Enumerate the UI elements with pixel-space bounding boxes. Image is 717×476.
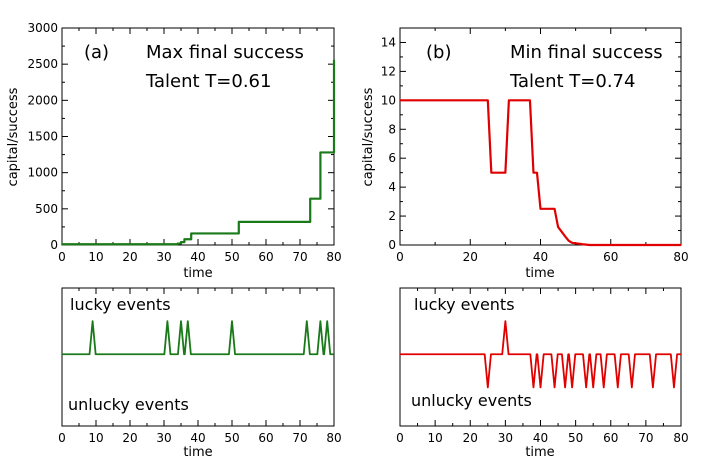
x-tick-label: 50 bbox=[568, 431, 583, 445]
lucky-events-label: lucky events bbox=[70, 295, 171, 314]
annotation-talent: Talent T=0.74 bbox=[509, 71, 635, 92]
x-axis-title: time bbox=[525, 445, 554, 460]
series-marks bbox=[400, 99, 681, 247]
y-tick-label: 3000 bbox=[27, 21, 58, 35]
x-tick-label: 30 bbox=[498, 431, 513, 445]
y-tick-label: 2 bbox=[388, 209, 396, 223]
series-line bbox=[62, 59, 336, 246]
x-tick-label: 30 bbox=[156, 431, 171, 445]
x-tick-label: 40 bbox=[190, 431, 205, 445]
unlucky-events-label: unlucky events bbox=[68, 395, 189, 414]
ticks: 0 10 20 30 40 50 60 70 80 bbox=[58, 288, 342, 445]
x-tick-label: 20 bbox=[122, 250, 137, 264]
x-tick-label: 0 bbox=[396, 250, 404, 264]
events-line bbox=[400, 320, 681, 389]
y-tick-label: 12 bbox=[381, 64, 396, 78]
x-tick-label: 80 bbox=[673, 431, 688, 445]
series-marks bbox=[62, 59, 336, 246]
annotation-talent: Talent T=0.61 bbox=[145, 71, 271, 92]
x-tick-label: 50 bbox=[224, 431, 239, 445]
x-tick-label: 60 bbox=[603, 431, 618, 445]
y-tick-label: 0 bbox=[388, 238, 396, 252]
panel-a-success-chart: 0 10 20 30 40 50 60 70 80 0 500 1000 1500 2000 2500 300… bbox=[6, 21, 342, 281]
y-axis-title: capital/success bbox=[361, 87, 376, 186]
y-tick-label: 0 bbox=[50, 238, 58, 252]
events-line bbox=[62, 320, 334, 356]
x-tick-label: 10 bbox=[88, 250, 103, 264]
x-tick-label: 20 bbox=[463, 431, 478, 445]
x-tick-label: 40 bbox=[533, 431, 548, 445]
y-tick-label: 14 bbox=[381, 35, 396, 49]
ticks: 0 10 20 30 40 50 60 70 80 0 500 1000 1500 2000 2500 300… bbox=[27, 21, 341, 264]
unlucky-events-label: unlucky events bbox=[411, 391, 532, 410]
y-tick-label: 10 bbox=[381, 93, 396, 107]
x-tick-label: 10 bbox=[427, 431, 442, 445]
series-line bbox=[400, 99, 681, 247]
x-tick-label: 0 bbox=[58, 250, 66, 264]
y-tick-label: 6 bbox=[388, 151, 396, 165]
y-tick-label: 4 bbox=[388, 180, 396, 194]
series-marks bbox=[400, 320, 681, 389]
x-tick-label: 60 bbox=[258, 250, 273, 264]
panel-b-events-chart: 0 10 20 30 40 50 60 70 80 lucky events unlucky e… bbox=[396, 287, 689, 460]
y-tick-label: 8 bbox=[388, 122, 396, 136]
x-tick-label: 40 bbox=[190, 250, 205, 264]
panel-b-success-chart: 0 20 40 60 80 0 2 4 6 8 10 12 14 (b) Min final succe… bbox=[361, 27, 689, 281]
x-tick-label: 50 bbox=[224, 250, 239, 264]
annotation-title: Max final success bbox=[146, 42, 304, 63]
y-tick-label: 2500 bbox=[27, 57, 58, 71]
x-tick-label: 70 bbox=[292, 431, 307, 445]
y-tick-label: 1000 bbox=[27, 166, 58, 180]
x-tick-label: 80 bbox=[673, 250, 688, 264]
x-tick-label: 60 bbox=[603, 250, 618, 264]
x-tick-label: 70 bbox=[638, 431, 653, 445]
annotation-title: Min final success bbox=[510, 42, 663, 63]
panel-a-events-chart: 0 10 20 30 40 50 60 70 80 lucky events unlucky e… bbox=[58, 287, 342, 460]
y-tick-label: 500 bbox=[35, 202, 58, 216]
x-tick-label: 30 bbox=[156, 250, 171, 264]
x-tick-label: 20 bbox=[463, 250, 478, 264]
ticks: 0 20 40 60 80 0 2 4 6 8 10 12 14 bbox=[381, 28, 689, 264]
x-tick-label: 10 bbox=[88, 431, 103, 445]
x-axis-title: time bbox=[183, 266, 212, 281]
x-tick-label: 0 bbox=[58, 431, 66, 445]
x-axis-title: time bbox=[183, 445, 212, 460]
x-tick-label: 80 bbox=[326, 431, 341, 445]
panel-label: (b) bbox=[426, 42, 451, 63]
y-tick-label: 2000 bbox=[27, 93, 58, 107]
x-tick-label: 0 bbox=[396, 431, 404, 445]
x-axis-title: time bbox=[525, 266, 554, 281]
panel-label: (a) bbox=[84, 42, 109, 63]
x-tick-label: 40 bbox=[533, 250, 548, 264]
x-tick-label: 20 bbox=[122, 431, 137, 445]
lucky-events-label: lucky events bbox=[414, 295, 515, 314]
x-tick-label: 70 bbox=[292, 250, 307, 264]
y-axis-title: capital/success bbox=[6, 87, 21, 186]
y-tick-label: 1500 bbox=[27, 130, 58, 144]
x-tick-label: 80 bbox=[326, 250, 341, 264]
x-tick-label: 60 bbox=[258, 431, 273, 445]
ticks: 0 10 20 30 40 50 60 70 80 bbox=[396, 288, 689, 445]
series-marks bbox=[62, 320, 334, 356]
